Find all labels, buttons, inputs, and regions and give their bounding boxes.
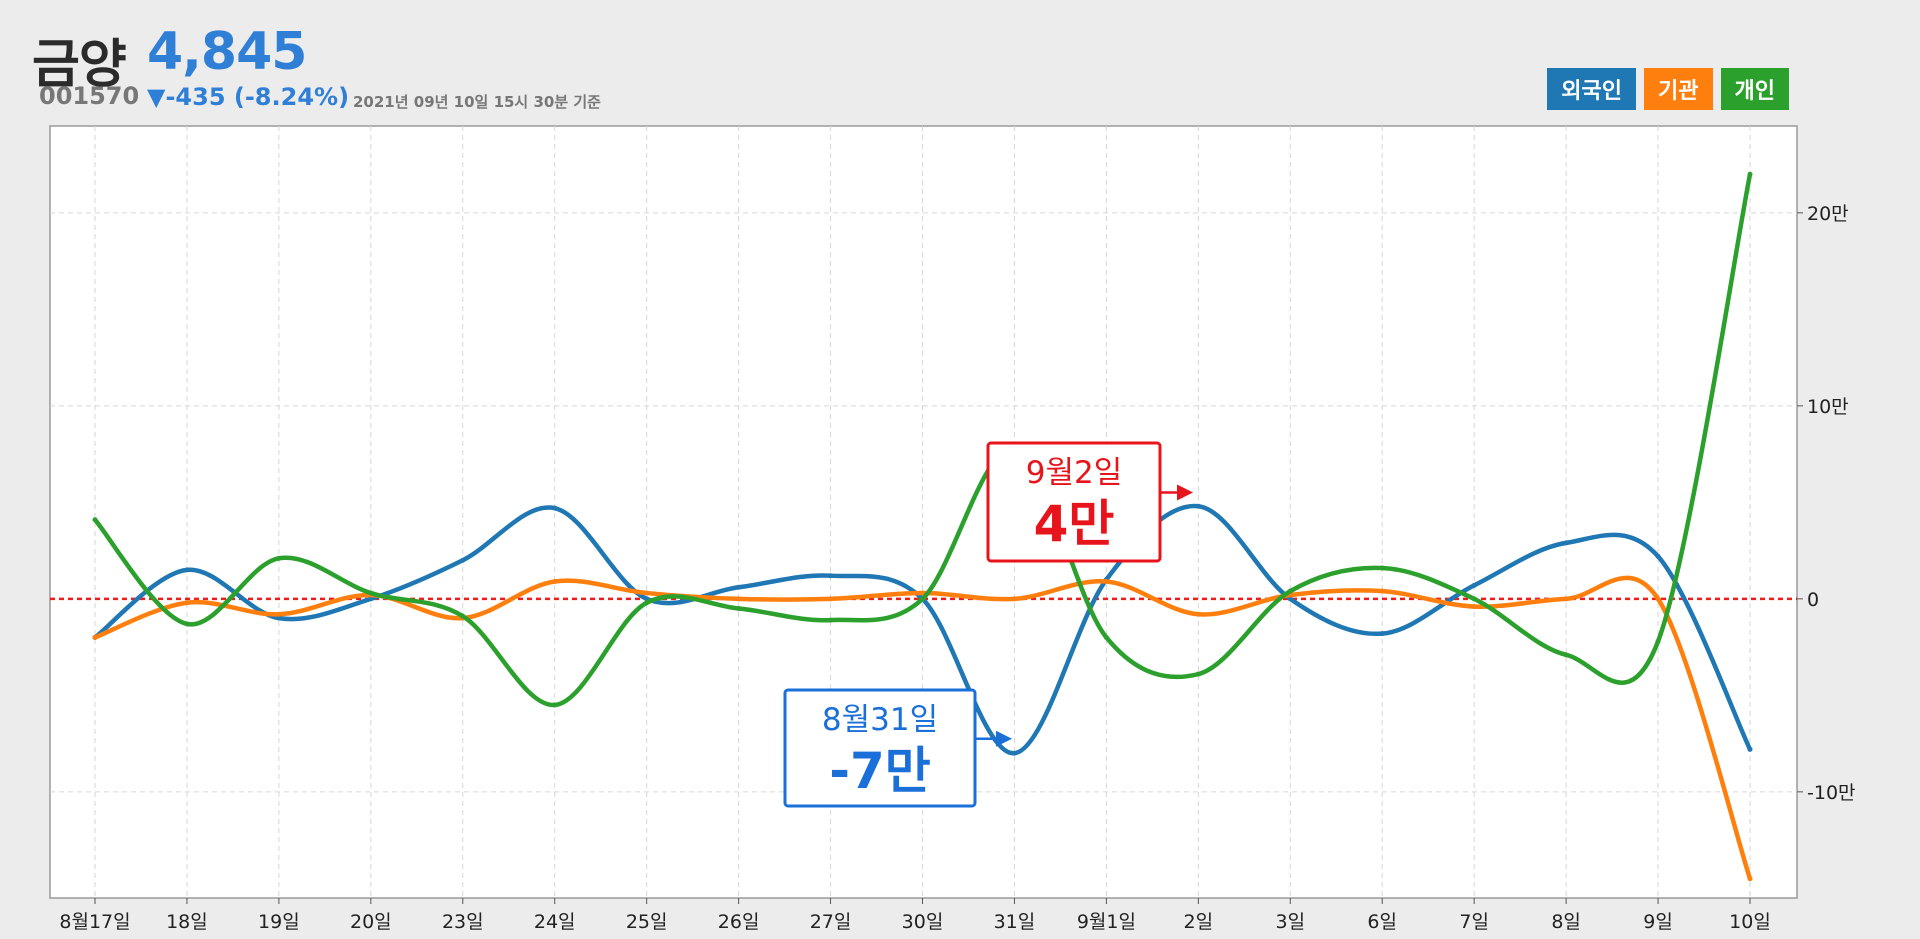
data-point-2: [1287, 588, 1293, 594]
data-point-1: [1379, 588, 1385, 594]
data-point-2: [1471, 596, 1477, 602]
stock-price: 4,845: [147, 22, 307, 82]
data-point-2: [1103, 634, 1109, 640]
x-tick-label: 3일: [1275, 911, 1305, 933]
data-point-1: [828, 596, 834, 602]
data-point-2: [920, 596, 925, 602]
y-tick-label: 20만: [1807, 203, 1849, 225]
price-change: ▼-435 (-8.24%): [147, 83, 350, 111]
data-point-1: [552, 578, 558, 584]
data-point-2: [828, 617, 834, 623]
x-tick-label: 9일: [1643, 911, 1673, 933]
y-tick-label: 10만: [1807, 396, 1849, 418]
data-point-1: [276, 611, 282, 617]
series-line-2: [92, 172, 1753, 708]
x-tick-label: 6일: [1367, 911, 1397, 933]
data-point-1: [736, 596, 742, 602]
data-point-2: [276, 555, 282, 561]
data-point-0: [1747, 746, 1753, 752]
data-point-0: [1379, 631, 1385, 637]
timestamp: 2021년 09년 10일 15시 30분 기준: [353, 93, 601, 111]
data-point-2: [92, 517, 98, 523]
x-tick-label: 20일: [350, 911, 392, 933]
x-tick-label: 26일: [718, 911, 760, 933]
annotation-arrow: [996, 730, 1012, 747]
data-point-0: [1287, 596, 1293, 602]
data-point-0: [460, 557, 466, 563]
data-point-0: [552, 505, 558, 511]
data-point-2: [460, 613, 466, 619]
x-tick-label: 23일: [442, 911, 484, 933]
data-point-1: [1011, 596, 1017, 602]
y-tick-label: -10만: [1807, 782, 1856, 804]
data-point-0: [368, 596, 374, 602]
data-point-2: [644, 600, 650, 606]
annotation-arrow: [1177, 484, 1193, 501]
data-point-2: [1655, 638, 1661, 644]
stock-name: 금양: [32, 35, 127, 95]
data-point-2: [1379, 565, 1385, 571]
annotation-date: 9월2일: [1026, 455, 1123, 491]
data-point-2: [1563, 652, 1569, 658]
data-point-1: [1471, 604, 1477, 610]
data-point-0: [1563, 540, 1569, 546]
data-point-1: [1195, 611, 1201, 617]
x-tick-label: 18일: [166, 911, 208, 933]
x-tick-label: 27일: [810, 911, 852, 933]
data-point-0: [1655, 553, 1661, 559]
x-tick-label: 2일: [1184, 911, 1214, 933]
data-point-0: [1195, 503, 1201, 509]
stock-code: 001570: [39, 82, 140, 110]
data-point-2: [736, 606, 742, 611]
x-tick-label: 9월1일: [1077, 911, 1136, 933]
legend-item-foreign[interactable]: 외국인: [1547, 68, 1637, 110]
data-point-1: [1655, 596, 1661, 602]
data-point-1: [92, 634, 98, 640]
x-tick-label: 10일: [1729, 911, 1771, 933]
data-point-0: [1011, 750, 1017, 756]
data-point-2: [552, 702, 558, 708]
data-point-0: [828, 573, 834, 579]
x-tick-label: 24일: [534, 911, 576, 933]
legend: 외국인 기관 개인: [1547, 68, 1789, 110]
data-point-1: [1103, 578, 1109, 584]
data-point-0: [736, 584, 742, 590]
x-tick-label: 8일: [1551, 911, 1581, 933]
data-point-2: [1195, 671, 1201, 677]
data-point-1: [1563, 596, 1569, 602]
x-tick-label: 7일: [1459, 911, 1489, 933]
data-point-0: [1471, 582, 1477, 588]
annotation-value: -7만: [829, 742, 931, 800]
annotation-box: [783, 688, 977, 808]
data-point-1: [184, 600, 190, 606]
legend-item-institution[interactable]: 기관: [1644, 68, 1713, 110]
y-tick-label: 0: [1807, 589, 1819, 611]
data-point-2: [1747, 171, 1753, 177]
data-point-1: [1747, 876, 1753, 882]
annotation-box: [986, 441, 1162, 563]
series-line-0: [92, 503, 1753, 756]
annotation-value: 4만: [1034, 495, 1115, 553]
data-point-1: [920, 590, 925, 596]
data-point-2: [184, 621, 190, 627]
x-tick-label: 8월17일: [59, 911, 130, 933]
x-tick-label: 31일: [994, 911, 1036, 933]
data-point-1: [644, 590, 650, 596]
x-tick-label: 30일: [902, 911, 944, 933]
legend-item-individual[interactable]: 개인: [1720, 68, 1789, 110]
data-point-2: [368, 590, 374, 596]
data-point-0: [276, 615, 282, 621]
x-tick-label: 25일: [626, 911, 668, 933]
annotation-date: 8월31일: [822, 702, 938, 738]
x-tick-label: 19일: [258, 911, 300, 933]
data-point-0: [184, 567, 190, 573]
